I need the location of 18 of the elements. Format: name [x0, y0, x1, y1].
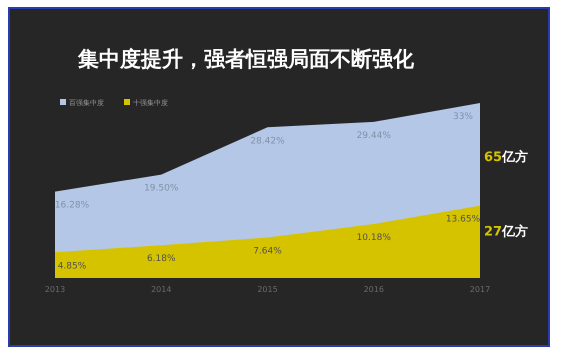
data-label: 16.28% [54, 200, 90, 211]
chart-title: 集中度提升，强者恒强局面不断强化 [77, 47, 415, 71]
data-label: 19.50% [144, 184, 179, 194]
data-label: 6.18% [146, 254, 176, 264]
x-tick-label: 2013 [44, 285, 66, 294]
x-tick-label: 2014 [151, 285, 172, 294]
data-label: 13.65% [446, 214, 481, 225]
annotation: 65亿方 [484, 149, 528, 165]
data-label: 7.64% [253, 246, 282, 256]
x-tick-label: 2016 [364, 285, 384, 294]
data-label: 4.85% [58, 261, 87, 272]
data-label: 28.42% [250, 136, 286, 146]
x-tick-label: 2017 [470, 285, 490, 294]
x-tick-label: 2015 [257, 285, 278, 294]
data-label: 33% [452, 112, 474, 122]
data-label: 29.44% [356, 130, 392, 141]
data-label: 10.18% [356, 233, 392, 244]
annotation: 27亿方 [484, 224, 528, 240]
